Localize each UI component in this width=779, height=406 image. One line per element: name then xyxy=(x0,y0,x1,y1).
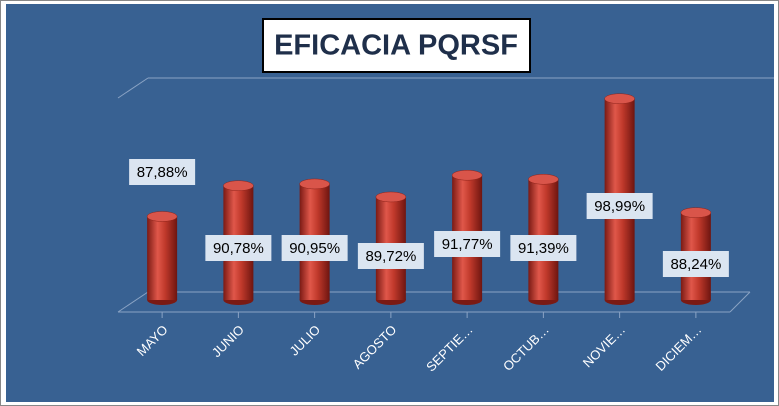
value-label: 91,77% xyxy=(442,236,493,253)
value-label: 89,72% xyxy=(365,248,416,265)
bar xyxy=(147,216,178,300)
value-label-box xyxy=(586,193,653,219)
bar-top xyxy=(451,169,483,181)
value-label-box xyxy=(205,235,272,261)
bar-top xyxy=(604,93,635,104)
value-label: 98,99% xyxy=(594,198,645,215)
value-label-box xyxy=(662,251,729,277)
value-label: 90,78% xyxy=(213,240,264,257)
bar-top xyxy=(375,191,407,203)
bar-top xyxy=(528,174,559,185)
value-label-box xyxy=(510,235,577,261)
value-label: 87,88% xyxy=(137,164,188,181)
value-label: 91,39% xyxy=(518,240,569,257)
value-label: 90,95% xyxy=(289,240,340,257)
floor-edge xyxy=(117,291,149,313)
bar-top xyxy=(146,211,178,222)
value-label-box xyxy=(434,231,501,257)
chart-title: EFICACIA PQRSF xyxy=(274,30,518,62)
value-label-box xyxy=(281,235,348,261)
value-label-box xyxy=(129,159,196,185)
title-box xyxy=(262,18,531,73)
bar-top xyxy=(299,178,330,190)
bar-top xyxy=(680,207,712,218)
value-label-box xyxy=(357,243,424,269)
value-label: 88,24% xyxy=(670,256,721,273)
wall-edge xyxy=(117,77,149,99)
bar-top xyxy=(223,180,254,191)
floor-edge xyxy=(729,291,751,313)
